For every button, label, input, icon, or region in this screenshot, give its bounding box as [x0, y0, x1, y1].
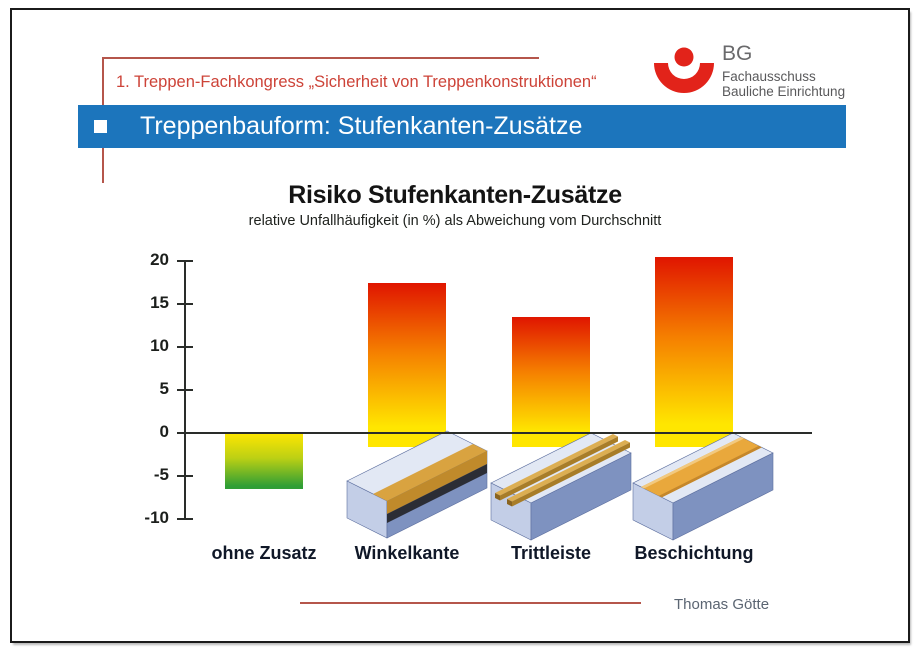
bg-logo-icon	[654, 47, 714, 93]
category-label-winkelkante: Winkelkante	[354, 543, 460, 563]
chart-subtitle: relative Unfallhäufigkeit (in %) als Abw…	[248, 213, 662, 229]
zero-baseline	[185, 432, 812, 434]
chart-title: Risiko Stufenkanten-Zusätze	[288, 181, 622, 209]
y-tick-label: 5	[159, 379, 169, 398]
y-tick-label: -5	[153, 465, 169, 484]
category-label-ohne-zusatz: ohne Zusatz	[211, 543, 317, 563]
y-axis-tick	[177, 389, 193, 391]
beschichtung-step-block	[632, 432, 774, 541]
author-name: Thomas Götte	[674, 596, 770, 613]
logo-brand-text: BG	[722, 42, 753, 65]
logo-subtitle-1: Fachausschuss	[722, 69, 816, 84]
category-label-trittleiste: Trittleiste	[510, 543, 592, 563]
y-axis-tick	[177, 475, 193, 477]
slide-title-bar: Treppenbauform: Stufenkanten-Zusätze	[78, 105, 846, 148]
header-red-top-rule	[102, 57, 539, 59]
category-label-beschichtung: Beschichtung	[634, 543, 754, 563]
y-tick-label: 20	[150, 250, 169, 269]
logo-subtitle-2: Bauliche Einrichtung	[722, 84, 846, 99]
y-axis-tick	[177, 518, 193, 520]
y-tick-label: 0	[159, 422, 169, 441]
y-axis-tick	[177, 346, 193, 348]
square-bullet-icon	[94, 120, 107, 133]
bar-trittleiste	[512, 316, 590, 447]
congress-title: 1. Treppen-Fachkongress „Sicherheit von …	[116, 73, 597, 91]
bar-beschichtung	[655, 256, 733, 447]
y-tick-label: 10	[150, 336, 169, 355]
y-tick-label: 15	[150, 293, 169, 312]
slide-title: Treppenbauform: Stufenkanten-Zusätze	[140, 112, 583, 140]
y-axis-tick	[177, 303, 193, 305]
winkelkante-step-block	[346, 430, 488, 539]
trittleiste-step-block	[490, 432, 632, 541]
y-tick-label: -10	[144, 508, 169, 527]
footer-red-rule	[300, 602, 641, 604]
y-axis-tick	[177, 260, 193, 262]
bar-winkelkante	[368, 282, 446, 447]
bar-ohne-zusatz	[225, 433, 303, 489]
